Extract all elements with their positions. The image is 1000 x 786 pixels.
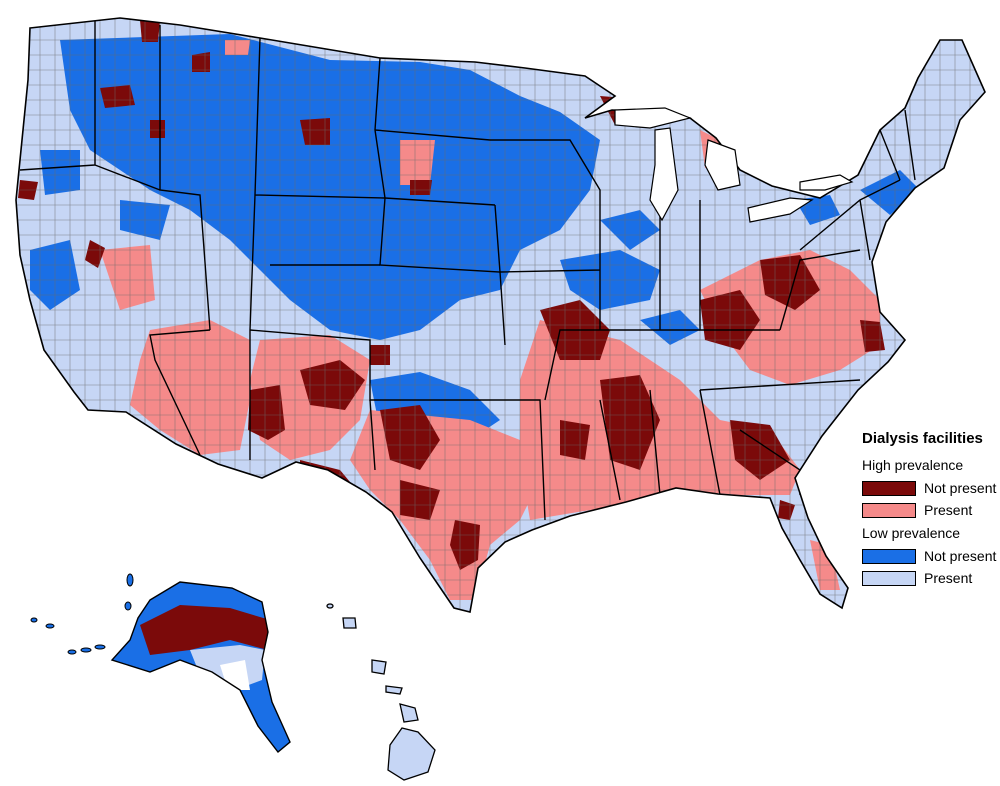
hawaii-big-island	[387, 727, 436, 781]
great-lakes	[614, 107, 854, 223]
legend-item-high-not-present: Not present	[862, 477, 998, 499]
legend-item-label: Present	[924, 502, 973, 518]
legend-swatch	[862, 502, 916, 518]
alaska	[30, 573, 291, 753]
hawaii-maui	[399, 703, 419, 723]
aleutian-islands	[30, 573, 134, 655]
legend-item-label: Not present	[924, 548, 997, 564]
hawaii	[326, 603, 436, 781]
legend-group-high-label: High prevalence	[862, 457, 964, 473]
hawaii-molokai	[385, 685, 403, 695]
legend-item-label: Not present	[924, 480, 997, 496]
legend-item-high-present: Present	[862, 499, 998, 521]
legend-item-label: Present	[924, 570, 973, 586]
legend-swatch	[862, 548, 916, 564]
legend-swatch	[862, 570, 916, 586]
hawaii-kauai	[342, 617, 357, 629]
legend-item-low-not-present: Not present	[862, 545, 998, 567]
hawaii-oahu	[371, 659, 387, 675]
legend-title: Dialysis facilities	[862, 430, 983, 447]
legend-item-low-present: Present	[862, 567, 998, 589]
alaska-white-area	[220, 660, 250, 690]
alaska-high-not-present	[140, 605, 270, 655]
legend-group-low-label: Low prevalence	[862, 525, 961, 541]
legend: Dialysis facilities High prevalence Not …	[862, 430, 998, 589]
hawaii-niihau	[326, 603, 334, 609]
legend-swatch	[862, 480, 916, 496]
